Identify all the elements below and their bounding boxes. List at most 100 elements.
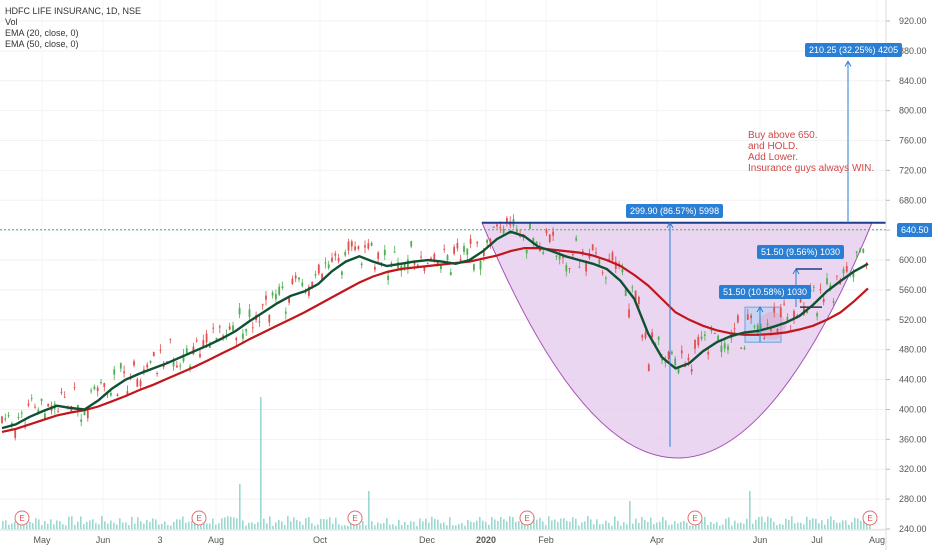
- volume-bar: [374, 525, 376, 529]
- candle-body: [720, 345, 723, 353]
- candle-body: [704, 334, 706, 336]
- candle-body: [1, 416, 3, 423]
- candle-body: [542, 252, 545, 254]
- volume-bar: [167, 525, 169, 529]
- y-tick-label: 240.00: [899, 524, 927, 534]
- ema50-line: [1, 247, 869, 433]
- earnings-marker-label: E: [692, 514, 697, 523]
- volume-bar: [281, 521, 283, 529]
- candle-body: [331, 257, 333, 262]
- candle-body: [60, 391, 63, 393]
- volume-bar: [839, 522, 841, 529]
- volume-bar: [215, 524, 217, 529]
- volume-bar: [635, 518, 637, 529]
- candle-body: [139, 380, 142, 387]
- candle-body: [27, 403, 30, 406]
- volume-bar: [632, 523, 634, 529]
- candle-body: [387, 275, 389, 281]
- volume-bar: [296, 520, 298, 529]
- volume-bar: [473, 522, 475, 529]
- volume-bar: [137, 517, 139, 529]
- candle-body: [152, 352, 155, 357]
- volume-bar: [629, 501, 631, 529]
- volume-bar: [242, 520, 244, 529]
- candle-body: [268, 315, 271, 323]
- candle-body: [463, 246, 465, 252]
- candle-body: [423, 266, 426, 271]
- candle-body: [476, 241, 479, 244]
- volume-bar: [419, 518, 421, 529]
- candle-body: [859, 249, 861, 253]
- candle-body: [479, 260, 482, 270]
- y-tick-label: 880.00: [899, 46, 927, 56]
- earnings-marker: [191, 510, 207, 526]
- volume-bar: [719, 525, 721, 529]
- candle-body: [710, 329, 713, 332]
- candle-body: [321, 273, 323, 281]
- candle-body: [578, 266, 581, 268]
- candle-body: [317, 264, 320, 274]
- volume-bar: [326, 519, 328, 529]
- candle-body: [723, 343, 726, 349]
- volume-bar: [776, 525, 778, 529]
- candle-body: [182, 354, 185, 362]
- volume-bar: [515, 521, 517, 529]
- volume-bar: [401, 525, 403, 529]
- volume-bar: [752, 523, 754, 529]
- ema20-line: [1, 230, 869, 430]
- volume-bar: [107, 523, 109, 529]
- candle-body: [684, 366, 686, 368]
- volume-bar: [701, 520, 703, 529]
- cup-shape: [481, 222, 873, 459]
- candle-body: [667, 351, 670, 360]
- volume-bar: [149, 521, 151, 529]
- volume-bar: [830, 516, 832, 529]
- volume-bar: [140, 521, 142, 529]
- candle-body: [261, 304, 264, 306]
- candle-body: [136, 379, 139, 387]
- volume-bar: [686, 522, 688, 529]
- volume-bar: [716, 522, 718, 529]
- volume-bar: [602, 523, 604, 529]
- volume-bar: [704, 516, 706, 529]
- y-tick-label: 280.00: [899, 494, 927, 504]
- candle-body: [430, 258, 432, 260]
- y-tick-label: 600.00: [899, 255, 927, 265]
- volume-bar: [80, 516, 82, 529]
- candle-body: [185, 348, 188, 354]
- candle-body: [57, 411, 59, 413]
- candle-body: [638, 296, 640, 305]
- volume-bar: [134, 523, 136, 529]
- candle-body: [763, 337, 766, 339]
- volume-bar: [125, 522, 127, 529]
- candle-body: [215, 337, 218, 341]
- volume-bar: [221, 518, 223, 529]
- volume-bar: [722, 524, 724, 529]
- volume-bar: [662, 517, 664, 529]
- volume-bar: [578, 525, 580, 529]
- volume-bar: [644, 520, 646, 529]
- candle-body: [664, 361, 667, 363]
- volume-bar: [647, 522, 649, 529]
- candle-body: [598, 259, 601, 265]
- candle-body: [393, 251, 396, 253]
- volume-bar: [749, 491, 751, 529]
- volume-bar: [467, 519, 469, 529]
- volume-bar: [800, 522, 802, 529]
- candle-body: [690, 369, 693, 372]
- candle-body: [535, 241, 538, 246]
- candle-body: [337, 257, 340, 262]
- candle-body: [235, 337, 238, 341]
- volume-bar: [350, 520, 352, 529]
- candle-body: [90, 390, 92, 392]
- volume-bar: [383, 523, 385, 529]
- candle-body: [819, 289, 822, 291]
- volume-bar: [530, 520, 532, 529]
- candle-body: [218, 326, 221, 328]
- candle-body: [324, 262, 327, 264]
- volume-bar: [344, 525, 346, 529]
- legend-ema50: EMA (50, close, 0): [5, 39, 79, 49]
- volume-bar: [341, 525, 343, 529]
- candle-body: [446, 255, 449, 261]
